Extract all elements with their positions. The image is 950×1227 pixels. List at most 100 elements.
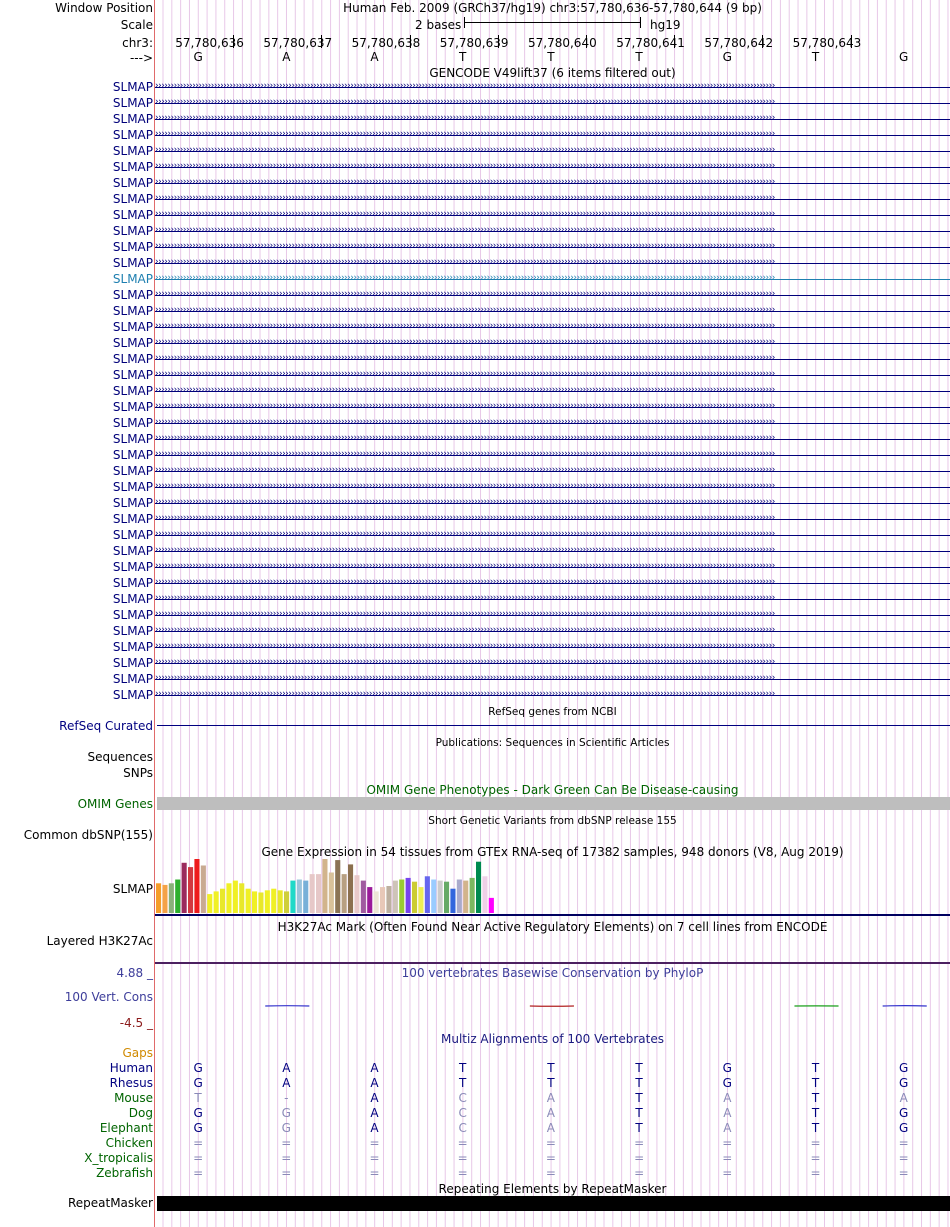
gencode-transcript-line[interactable]	[155, 119, 950, 120]
gtex-tissue-bar[interactable]	[431, 879, 437, 913]
multiz-species-label[interactable]: X_tropicalis	[84, 1151, 153, 1165]
gtex-tissue-bar[interactable]	[405, 877, 411, 913]
gtex-tissue-bar[interactable]	[194, 859, 200, 913]
gtex-tissue-bar[interactable]	[239, 883, 245, 913]
gencode-transcript-line[interactable]	[155, 695, 950, 696]
gencode-transcript-label[interactable]: SLMAP	[112, 128, 153, 142]
gtex-tissue-bar[interactable]	[277, 890, 283, 913]
gencode-transcript-line[interactable]	[155, 519, 950, 520]
gencode-transcript-line[interactable]	[155, 471, 950, 472]
gencode-transcript-line[interactable]	[155, 215, 950, 216]
multiz-species-label[interactable]: Human	[109, 1061, 153, 1075]
gencode-transcript-label[interactable]: SLMAP	[112, 384, 153, 398]
gencode-transcript-label[interactable]: SLMAP	[112, 256, 153, 270]
gencode-transcript-label[interactable]: SLMAP	[112, 496, 153, 510]
gtex-tissue-bar[interactable]	[156, 883, 162, 913]
gtex-tissue-bar[interactable]	[348, 864, 354, 913]
gtex-tissue-bar[interactable]	[341, 874, 347, 913]
gencode-transcript-line[interactable]	[155, 247, 950, 248]
gencode-transcript-label[interactable]: SLMAP	[112, 688, 153, 702]
gencode-transcript-line[interactable]	[155, 183, 950, 184]
gtex-tissue-bar[interactable]	[424, 876, 430, 913]
gencode-transcript-line[interactable]	[155, 599, 950, 600]
gtex-tissue-bar[interactable]	[412, 881, 418, 913]
gtex-tissue-bar[interactable]	[418, 887, 424, 913]
gencode-transcript-label[interactable]: SLMAP	[112, 528, 153, 542]
gencode-transcript-line[interactable]	[155, 391, 950, 392]
multiz-species-label[interactable]: Chicken	[105, 1136, 153, 1150]
gtex-tissue-bar[interactable]	[226, 883, 232, 913]
publications-snps-label[interactable]: SNPs	[123, 766, 153, 780]
gencode-transcript-line[interactable]	[155, 647, 950, 648]
gencode-transcript-line[interactable]	[155, 359, 950, 360]
gtex-tissue-bar[interactable]	[373, 891, 379, 913]
gencode-transcript-line[interactable]	[155, 455, 950, 456]
gtex-tissue-bar[interactable]	[450, 888, 456, 913]
gencode-transcript-line[interactable]	[155, 615, 950, 616]
gencode-transcript-line[interactable]	[155, 279, 950, 280]
gtex-tissue-bar[interactable]	[437, 880, 443, 913]
gtex-tissue-bar[interactable]	[354, 875, 360, 913]
gtex-track-label[interactable]: SLMAP	[112, 882, 153, 896]
gencode-transcript-label[interactable]: SLMAP	[112, 96, 153, 110]
gencode-transcript-label[interactable]: SLMAP	[112, 560, 153, 574]
gtex-tissue-bar[interactable]	[284, 891, 290, 913]
gtex-tissue-bar[interactable]	[213, 891, 219, 913]
gencode-transcript-line[interactable]	[155, 135, 950, 136]
gencode-transcript-line[interactable]	[155, 679, 950, 680]
gencode-transcript-line[interactable]	[155, 103, 950, 104]
gencode-transcript-line[interactable]	[155, 167, 950, 168]
gencode-transcript-label[interactable]: SLMAP	[112, 112, 153, 126]
gencode-transcript-label[interactable]: SLMAP	[112, 512, 153, 526]
gencode-transcript-label[interactable]: SLMAP	[112, 544, 153, 558]
gtex-tissue-bar[interactable]	[252, 891, 258, 913]
gencode-transcript-line[interactable]	[155, 151, 950, 152]
repeatmasker-track-label[interactable]: RepeatMasker	[67, 1196, 153, 1210]
omim-gene-block[interactable]	[157, 797, 950, 810]
gtex-tissue-bar[interactable]	[316, 874, 322, 913]
gencode-transcript-line[interactable]	[155, 199, 950, 200]
gencode-transcript-line[interactable]	[155, 407, 950, 408]
gencode-transcript-line[interactable]	[155, 343, 950, 344]
gtex-tissue-bar[interactable]	[258, 892, 264, 913]
gencode-transcript-line[interactable]	[155, 295, 950, 296]
gencode-transcript-line[interactable]	[155, 439, 950, 440]
gencode-transcript-label[interactable]: SLMAP	[112, 592, 153, 606]
gtex-tissue-bar[interactable]	[335, 860, 341, 913]
gencode-transcript-label[interactable]: SLMAP	[112, 480, 153, 494]
gtex-tissue-bar[interactable]	[271, 888, 277, 913]
gencode-transcript-line[interactable]	[155, 663, 950, 664]
gencode-transcript-label[interactable]: SLMAP	[112, 160, 153, 174]
gencode-transcript-label[interactable]: SLMAP	[112, 336, 153, 350]
gtex-tissue-bar[interactable]	[399, 879, 405, 913]
gencode-transcript-label[interactable]: SLMAP	[112, 352, 153, 366]
phylop-plot[interactable]	[155, 980, 950, 1030]
gtex-tissue-bar[interactable]	[264, 890, 270, 913]
h3k27ac-track-label[interactable]: Layered H3K27Ac	[46, 934, 153, 948]
gencode-transcript-label[interactable]: SLMAP	[112, 672, 153, 686]
gtex-tissue-bar[interactable]	[463, 880, 469, 913]
gtex-tissue-bar[interactable]	[245, 888, 251, 913]
gtex-tissue-bar[interactable]	[175, 879, 181, 913]
gencode-transcript-label[interactable]: SLMAP	[112, 464, 153, 478]
gencode-transcript-line[interactable]	[155, 503, 950, 504]
gencode-transcript-label[interactable]: SLMAP	[112, 640, 153, 654]
phylop-track-label[interactable]: 100 Vert. Cons	[64, 990, 153, 1004]
gencode-transcript-line[interactable]	[155, 423, 950, 424]
gtex-tissue-bar[interactable]	[360, 880, 366, 913]
gtex-tissue-bar[interactable]	[162, 884, 168, 913]
gtex-tissue-bar[interactable]	[476, 861, 482, 913]
multiz-species-label[interactable]: Mouse	[114, 1091, 153, 1105]
gencode-transcript-line[interactable]	[155, 567, 950, 568]
multiz-species-label[interactable]: Zebrafish	[96, 1166, 153, 1180]
gtex-tissue-bar[interactable]	[232, 880, 238, 913]
multiz-species-label[interactable]: Elephant	[99, 1121, 153, 1135]
refseq-track-label[interactable]: RefSeq Curated	[59, 719, 153, 733]
gtex-tissue-bar[interactable]	[386, 886, 392, 913]
gencode-transcript-line[interactable]	[155, 631, 950, 632]
gtex-tissue-bar[interactable]	[488, 897, 494, 913]
dbsnp-track-label[interactable]: Common dbSNP(155)	[23, 828, 153, 842]
gencode-transcript-label[interactable]: SLMAP	[112, 144, 153, 158]
gencode-transcript-label[interactable]: SLMAP	[112, 400, 153, 414]
